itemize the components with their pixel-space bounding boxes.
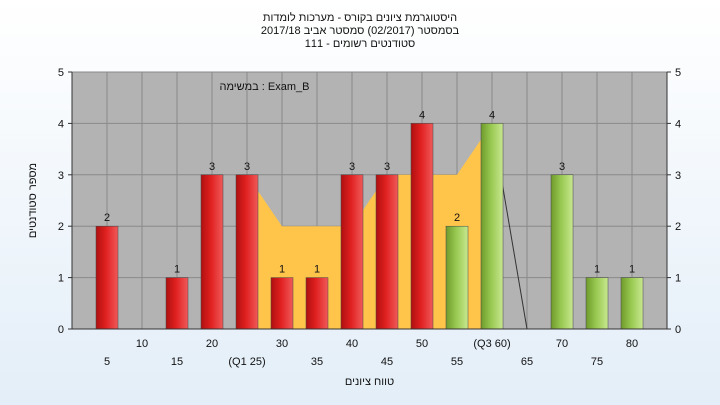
y-tick-label-left: 2: [58, 221, 64, 233]
bar: [235, 174, 259, 330]
y-axis-label: מספר סטודנטים: [27, 163, 39, 238]
x-tick-label: 10: [136, 338, 148, 350]
bar: [445, 225, 469, 330]
data-label: 1: [279, 264, 285, 276]
x-tick-label: 65: [521, 356, 533, 368]
y-tick-label-right: 2: [675, 221, 681, 233]
x-tick-label: 40: [346, 338, 358, 350]
bar: [305, 277, 329, 330]
x-tick-label: 15: [171, 356, 183, 368]
data-label: 4: [489, 109, 495, 121]
y-tick-label-left: 3: [58, 170, 64, 182]
y-tick-label-left: 5: [58, 67, 64, 79]
data-label: 4: [419, 109, 425, 121]
data-label: 3: [349, 161, 355, 173]
bar: [550, 174, 574, 330]
y-tick-label-left: 4: [58, 118, 64, 130]
x-tick-label: 30: [276, 338, 288, 350]
x-tick-label: 70: [556, 338, 568, 350]
bar: [480, 123, 504, 330]
data-label: 3: [209, 161, 215, 173]
bar: [95, 225, 119, 330]
x-tick-label: 55: [451, 356, 463, 368]
bar: [410, 123, 434, 330]
bar: [270, 277, 294, 330]
bar: [375, 174, 399, 330]
y-tick-label-right: 1: [675, 273, 681, 285]
x-tick-label: (Q1 25): [228, 356, 265, 368]
x-tick-label: 45: [381, 356, 393, 368]
chart-title-line-1: היסטוגרמת ציונים בקורס - מערכות לומדות: [262, 12, 458, 24]
x-tick-label: 75: [591, 356, 603, 368]
data-label: 3: [559, 161, 565, 173]
x-axis-label: טווח ציונים: [345, 376, 394, 388]
chart-annotation: במשימה : Exam_B: [220, 81, 310, 93]
data-label: 2: [104, 212, 110, 224]
bar: [200, 174, 224, 330]
x-tick-label: 20: [206, 338, 218, 350]
bar: [165, 277, 189, 330]
x-tick-label: 80: [626, 338, 638, 350]
bar: [340, 174, 364, 330]
data-label: 1: [629, 264, 635, 276]
chart-title-line-2: בסמסטר (02/2017) סמסטר אביב 2017/18: [260, 25, 460, 37]
y-tick-label-left: 0: [58, 324, 64, 336]
y-tick-label-right: 0: [675, 324, 681, 336]
data-label: 1: [594, 264, 600, 276]
y-tick-label-left: 1: [58, 273, 64, 285]
data-label: 3: [244, 161, 250, 173]
x-tick-label: (Q3 60): [473, 338, 510, 350]
data-label: 1: [314, 264, 320, 276]
y-tick-label-right: 5: [675, 67, 681, 79]
x-tick-label: 5: [104, 356, 110, 368]
y-tick-label-right: 4: [675, 118, 681, 130]
data-label: 3: [384, 161, 390, 173]
x-tick-label: 50: [416, 338, 428, 350]
bar: [585, 277, 609, 330]
x-tick-label: 35: [311, 356, 323, 368]
chart-title-line-3: סטודנטים רשומים - 111: [304, 38, 416, 50]
data-label: 1: [174, 264, 180, 276]
bar: [620, 277, 644, 330]
y-tick-label-right: 3: [675, 170, 681, 182]
data-label: 2: [454, 212, 460, 224]
